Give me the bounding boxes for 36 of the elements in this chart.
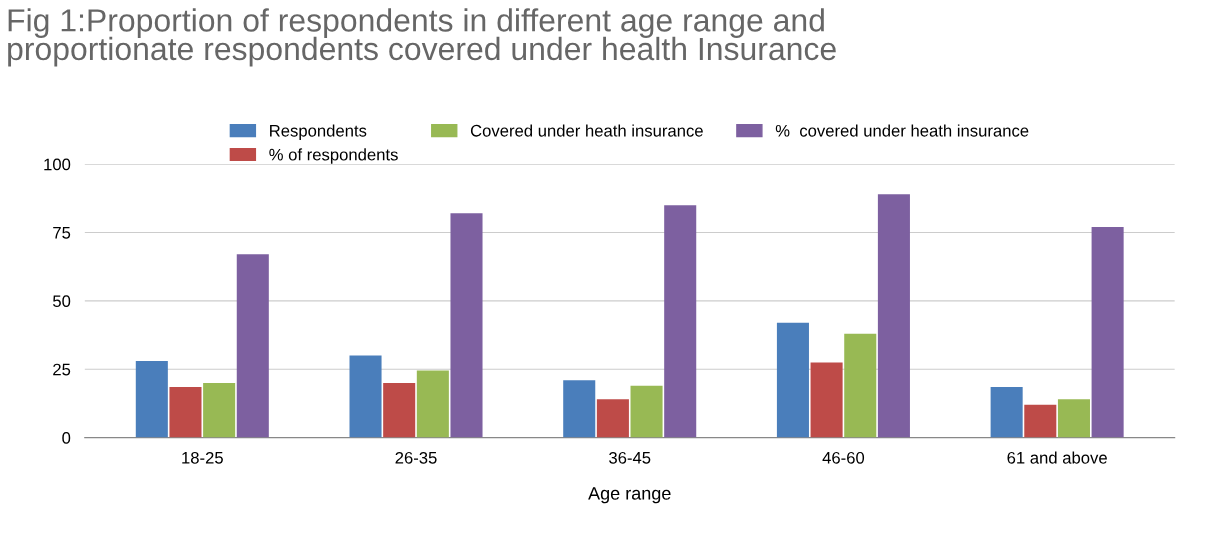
bar xyxy=(349,355,382,438)
y-tick-label: 75 xyxy=(53,227,71,239)
x-axis-title: Age range xyxy=(588,487,671,504)
bar xyxy=(416,370,449,438)
bar xyxy=(450,213,483,438)
bar xyxy=(630,385,663,438)
legend-label: % of respondents xyxy=(269,148,398,164)
legend-label: Covered under heath insurance xyxy=(470,124,703,137)
bar xyxy=(596,399,629,438)
bar xyxy=(203,382,236,438)
legend-label: % covered under heath insurance xyxy=(775,124,1029,137)
chart-title: Fig 1:Proportion of respondents in different age range and proportionate respondents covered under health Insurance xyxy=(8,8,836,67)
bar xyxy=(877,194,910,438)
x-tick-label: 26-35 xyxy=(395,451,437,464)
bar xyxy=(844,333,877,438)
y-tick-label: 50 xyxy=(53,295,71,308)
bar xyxy=(1091,227,1124,438)
x-tick-label: 46-60 xyxy=(822,451,865,464)
y-tick-label: 25 xyxy=(53,363,71,376)
bar xyxy=(990,387,1023,438)
legend-label: Respondents xyxy=(270,124,367,140)
bar xyxy=(776,322,809,438)
bar xyxy=(664,205,697,438)
x-tick-label: 36-45 xyxy=(609,451,651,464)
x-tick-label: 61 and above xyxy=(1007,451,1107,464)
bar xyxy=(1057,399,1090,438)
bar xyxy=(236,254,269,438)
bar xyxy=(383,382,416,438)
bar xyxy=(1024,404,1057,438)
y-tick-label: 0 xyxy=(62,432,71,444)
x-tick-label: 18-25 xyxy=(182,451,223,464)
bar xyxy=(135,361,168,438)
bar xyxy=(810,362,843,438)
bar xyxy=(563,380,596,438)
y-tick-label: 100 xyxy=(44,158,71,171)
bar xyxy=(169,387,202,438)
